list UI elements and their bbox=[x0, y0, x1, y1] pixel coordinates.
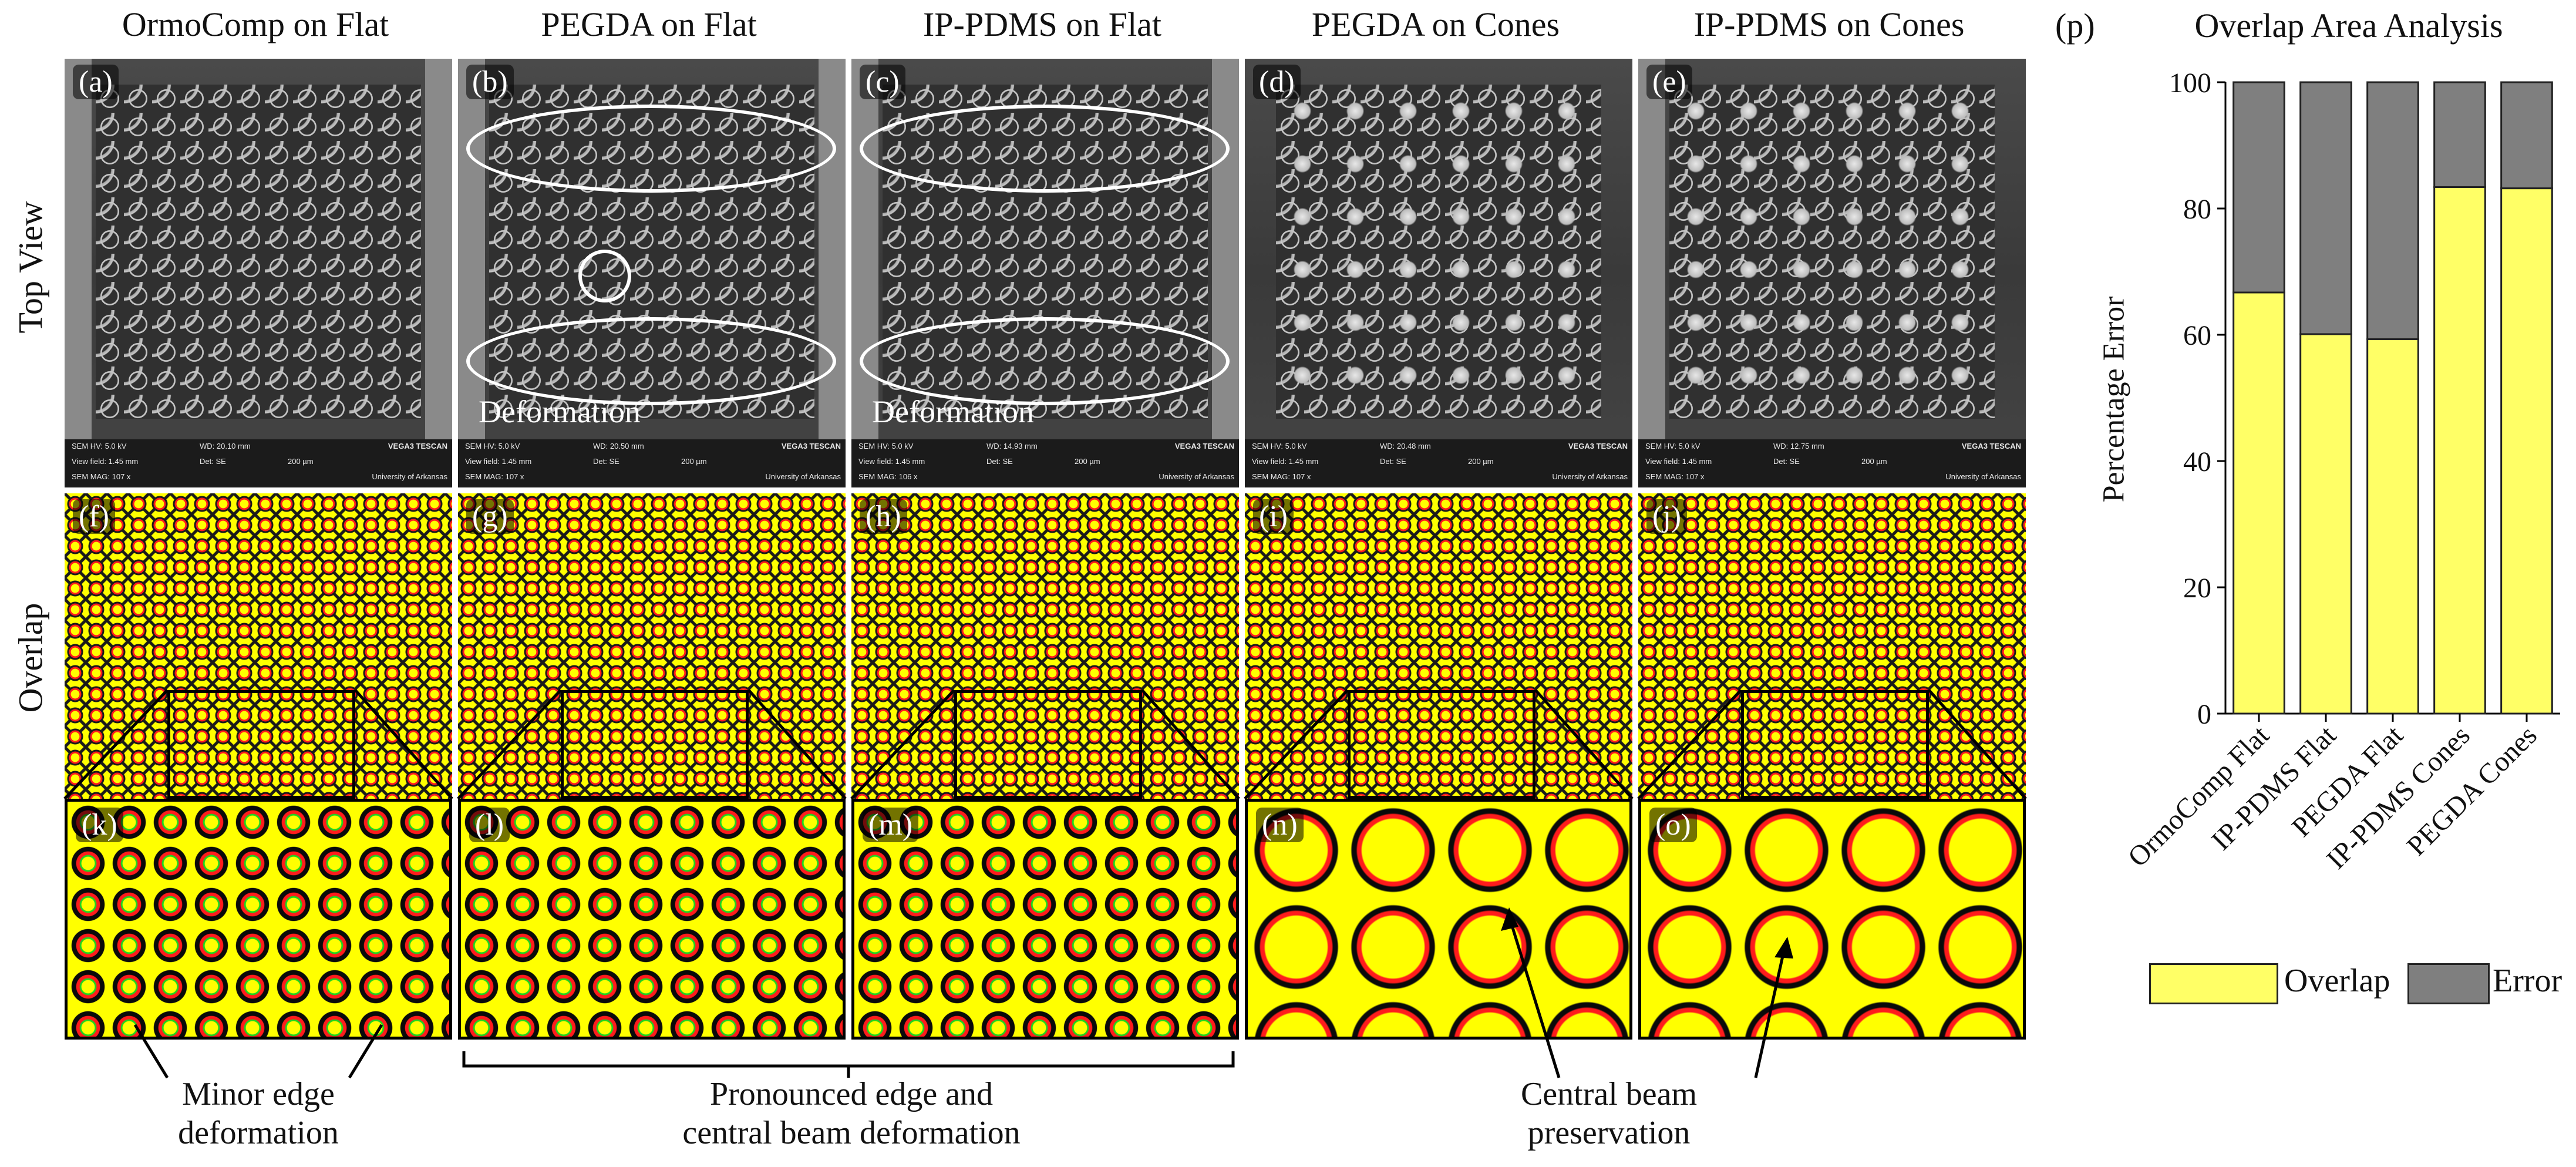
legend-label-error: Error bbox=[2493, 963, 2562, 999]
overlap-panel-j: (j) bbox=[1638, 493, 2026, 799]
zoom-region-box bbox=[954, 690, 1142, 799]
sem-info-bar: SEM HV: 5.0 kV WD: 20.10 mm VEGA3 TESCAN… bbox=[65, 439, 452, 487]
legend-swatch-overlap bbox=[2149, 963, 2278, 1004]
panel-label: (n) bbox=[1256, 808, 1304, 842]
y-tick-label: 100 bbox=[2169, 68, 2211, 99]
y-tick-label: 60 bbox=[2183, 320, 2211, 351]
zoom-region-box bbox=[1741, 690, 1929, 799]
annotation-pronounced-deformation: Pronounced edge and central beam deforma… bbox=[682, 1076, 1021, 1152]
cone-array-image bbox=[1275, 84, 1602, 419]
sem-info-bar: SEM HV: 5.0 kV WD: 20.48 mm VEGA3 TESCAN… bbox=[1245, 439, 1632, 487]
legend-label-overlap: Overlap bbox=[2284, 963, 2390, 999]
cone-array-image bbox=[1669, 84, 1995, 419]
zoom-region-box bbox=[561, 690, 749, 799]
zoom-panel-m: (m) bbox=[851, 799, 1239, 1040]
panel-label: (e) bbox=[1646, 65, 1692, 99]
overlap-panel-h: (h) bbox=[851, 493, 1239, 799]
defect-circle bbox=[578, 250, 631, 302]
sem-panel-e: (e) SEM HV: 5.0 kV WD: 12.75 mm VEGA3 TE… bbox=[1638, 59, 2026, 487]
panel-label: (l) bbox=[469, 808, 510, 842]
zoom-region-box bbox=[1348, 690, 1536, 799]
bar-error-2 bbox=[2366, 81, 2419, 341]
panel-label: (i) bbox=[1253, 499, 1294, 534]
bar-error-1 bbox=[2299, 81, 2352, 335]
sem-panel-c: (c) Deformation SEM HV: 5.0 kV WD: 14.93… bbox=[851, 59, 1239, 487]
column-title-pegda-cones: PEGDA on Cones bbox=[1311, 5, 1560, 43]
deformation-label: Deformation bbox=[872, 394, 1034, 429]
panel-label: (h) bbox=[860, 499, 907, 534]
bar-error-0 bbox=[2232, 81, 2285, 294]
column-title-ippdms-flat: IP-PDMS on Flat bbox=[922, 5, 1162, 43]
bar-overlap-4 bbox=[2500, 187, 2553, 715]
panel-label: (o) bbox=[1649, 808, 1697, 842]
panel-label: (b) bbox=[466, 65, 514, 99]
bar-overlap-2 bbox=[2366, 338, 2419, 715]
chart-title: Overlap Area Analysis bbox=[2194, 6, 2503, 45]
column-title-pegda-flat: PEGDA on Flat bbox=[541, 5, 757, 43]
column-title-ippdms-cones: IP-PDMS on Cones bbox=[1693, 5, 1965, 43]
zoom-panel-k: (k) bbox=[65, 799, 452, 1040]
panel-label: (a) bbox=[73, 65, 119, 99]
panel-label: (g) bbox=[466, 499, 514, 534]
annotation-central-beam: Central beam preservation bbox=[1520, 1076, 1698, 1152]
sem-info-bar: SEM HV: 5.0 kV WD: 14.93 mm VEGA3 TESCAN… bbox=[851, 439, 1239, 487]
bar-overlap-0 bbox=[2232, 291, 2285, 715]
lattice-image bbox=[95, 84, 422, 419]
panel-label: (j) bbox=[1646, 499, 1688, 534]
y-tick-label: 40 bbox=[2183, 446, 2211, 477]
zoom-panel-l: (l) bbox=[458, 799, 846, 1040]
panel-label: (k) bbox=[76, 808, 123, 842]
bar-overlap-1 bbox=[2299, 333, 2352, 715]
panel-label: (c) bbox=[860, 65, 905, 99]
y-tick-label: 0 bbox=[2197, 699, 2211, 730]
sem-panel-a: (a) SEM HV: 5.0 kV WD: 20.10 mm VEGA3 TE… bbox=[65, 59, 452, 487]
panel-label: (f) bbox=[73, 499, 115, 534]
sem-info-bar: SEM HV: 5.0 kV WD: 20.50 mm VEGA3 TESCAN… bbox=[458, 439, 846, 487]
zoom-panel-n: (n) bbox=[1245, 799, 1632, 1040]
sem-info-bar: SEM HV: 5.0 kV WD: 12.75 mm VEGA3 TESCAN… bbox=[1638, 439, 2026, 487]
annotation-minor-deformation: Minor edge deformation bbox=[178, 1076, 339, 1152]
overlap-panel-i: (i) bbox=[1245, 493, 1632, 799]
legend-swatch-error bbox=[2407, 963, 2490, 1004]
overlap-panel-g: (g) bbox=[458, 493, 846, 799]
y-tick-label: 80 bbox=[2183, 194, 2211, 225]
sem-panel-d: (d) SEM HV: 5.0 kV WD: 20.48 mm VEGA3 TE… bbox=[1245, 59, 1632, 487]
overlap-panel-f: (f) bbox=[65, 493, 452, 799]
column-title-ormocomp-flat: OrmoComp on Flat bbox=[122, 5, 389, 43]
zoom-region-box bbox=[167, 690, 355, 799]
panel-label-p: (p) bbox=[2055, 6, 2095, 45]
zoom-panel-o: (o) bbox=[1638, 799, 2026, 1040]
deformation-ellipse-top bbox=[466, 105, 836, 193]
deformation-label: Deformation bbox=[479, 394, 641, 429]
bar-error-4 bbox=[2500, 81, 2553, 190]
bar-error-3 bbox=[2433, 81, 2486, 188]
deformation-ellipse-bottom bbox=[860, 317, 1230, 405]
y-tick-label: 20 bbox=[2183, 573, 2211, 604]
panel-label: (d) bbox=[1253, 65, 1301, 99]
sem-panel-b: (b) Deformation SEM HV: 5.0 kV WD: 20.50… bbox=[458, 59, 846, 487]
panel-label: (m) bbox=[863, 808, 919, 842]
bar-overlap-3 bbox=[2433, 186, 2486, 715]
deformation-ellipse-bottom bbox=[466, 317, 836, 405]
deformation-ellipse-top bbox=[860, 105, 1230, 193]
